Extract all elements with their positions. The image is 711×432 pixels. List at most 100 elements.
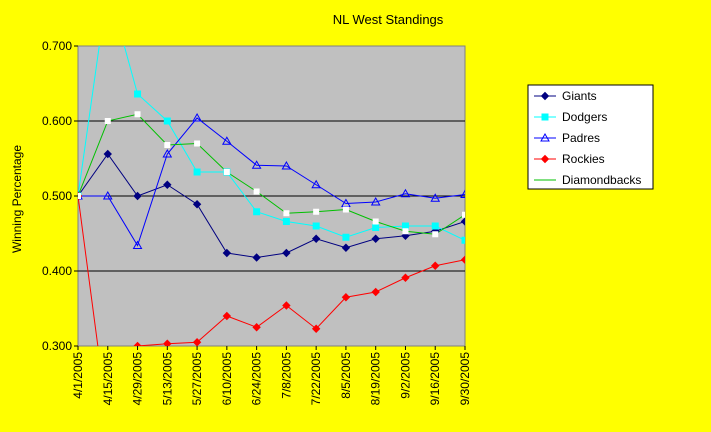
data-point xyxy=(283,210,290,217)
data-point xyxy=(223,169,230,175)
data-point xyxy=(431,222,439,230)
data-point xyxy=(311,324,321,333)
series-layer xyxy=(78,46,465,346)
data-point xyxy=(462,211,465,218)
x-tick-label: 7/8/2005 xyxy=(279,352,293,399)
y-axis-ticks: 0.300 0.400 0.500 0.600 0.700 xyxy=(42,39,78,353)
data-point xyxy=(164,142,171,148)
data-point xyxy=(460,217,465,226)
data-point xyxy=(341,243,351,252)
x-tick-label: 4/15/2005 xyxy=(101,352,115,406)
x-tick-label: 4/29/2005 xyxy=(131,352,145,406)
y-tick-label: 0.400 xyxy=(42,264,72,278)
legend-box xyxy=(527,84,654,190)
x-tick-label: 7/22/2005 xyxy=(309,352,323,406)
data-point xyxy=(342,206,349,213)
data-point xyxy=(193,168,201,176)
data-point xyxy=(104,418,111,425)
data-point xyxy=(372,224,380,231)
y-axis-label: Winning Percentage xyxy=(10,145,24,253)
data-point xyxy=(432,231,439,238)
series-line xyxy=(78,117,465,247)
series-line xyxy=(78,46,465,241)
data-point xyxy=(162,148,173,158)
data-point xyxy=(132,240,143,249)
x-tick-label: 6/24/2005 xyxy=(250,352,264,406)
data-point xyxy=(540,132,550,142)
data-point xyxy=(192,200,202,209)
data-point xyxy=(252,253,261,262)
data-point xyxy=(252,323,261,332)
data-point xyxy=(401,222,409,230)
data-point xyxy=(540,91,550,101)
y-tick-label: 0.500 xyxy=(42,189,72,203)
x-tick-label: 9/2/2005 xyxy=(398,352,412,399)
x-tick-label: 9/30/2005 xyxy=(458,352,472,406)
gridlines xyxy=(78,120,465,272)
data-point xyxy=(372,218,379,225)
data-point xyxy=(313,208,320,215)
x-tick-label: 9/16/2005 xyxy=(428,352,442,406)
chart-title: NL West Standings xyxy=(333,12,444,27)
data-point xyxy=(194,140,201,147)
data-point xyxy=(78,193,81,199)
data-point xyxy=(431,261,440,270)
data-point xyxy=(282,301,291,310)
data-point xyxy=(282,248,291,258)
data-point xyxy=(400,188,411,198)
legend-label: Padres xyxy=(562,131,600,145)
data-point xyxy=(221,136,232,145)
data-point xyxy=(103,149,112,159)
data-point xyxy=(222,248,232,258)
data-point xyxy=(163,180,172,189)
data-point xyxy=(102,190,113,200)
data-point xyxy=(312,222,320,230)
legend: Giants Dodgers Padres Rockies Diamondbacks xyxy=(527,84,654,190)
legend-label: Rockies xyxy=(562,152,605,166)
data-point xyxy=(540,154,550,164)
data-point xyxy=(134,90,142,98)
data-point xyxy=(253,188,260,195)
data-point xyxy=(342,233,350,241)
x-tick-label: 8/19/2005 xyxy=(369,352,383,406)
series-line xyxy=(78,153,465,259)
data-point xyxy=(461,236,465,244)
data-point xyxy=(251,160,262,169)
data-point xyxy=(311,179,322,189)
y-tick-label: 0.600 xyxy=(42,114,72,128)
data-point xyxy=(371,287,380,297)
series-line xyxy=(78,195,465,346)
data-point xyxy=(281,160,292,170)
series-line xyxy=(78,113,465,235)
data-point xyxy=(430,193,441,202)
data-point xyxy=(163,117,171,125)
y-tick-label: 0.300 xyxy=(42,339,72,353)
marker-layer xyxy=(78,90,465,425)
y-tick-label: 0.700 xyxy=(42,39,72,53)
data-point xyxy=(371,234,380,243)
data-point xyxy=(402,228,409,235)
data-point xyxy=(282,218,290,225)
data-point xyxy=(192,338,202,346)
legend-label: Dodgers xyxy=(562,110,607,124)
data-point xyxy=(133,341,142,346)
x-tick-label: 8/5/2005 xyxy=(339,352,353,399)
data-point xyxy=(311,234,321,243)
data-point xyxy=(253,208,261,216)
x-tick-label: 5/13/2005 xyxy=(160,352,174,406)
data-point xyxy=(192,112,202,122)
data-point xyxy=(460,189,465,198)
data-point xyxy=(341,293,351,302)
data-point xyxy=(370,196,381,206)
data-point xyxy=(133,191,142,201)
data-point xyxy=(541,113,549,121)
legend-label: Giants xyxy=(562,89,597,103)
x-tick-label: 6/10/2005 xyxy=(220,352,234,406)
data-point xyxy=(163,339,172,346)
x-tick-label: 4/1/2005 xyxy=(71,352,85,399)
data-point xyxy=(401,273,410,282)
x-axis-ticks: 4/1/2005 4/15/2005 4/29/2005 5/13/2005 5/27/… xyxy=(71,346,472,405)
data-point xyxy=(104,118,111,124)
